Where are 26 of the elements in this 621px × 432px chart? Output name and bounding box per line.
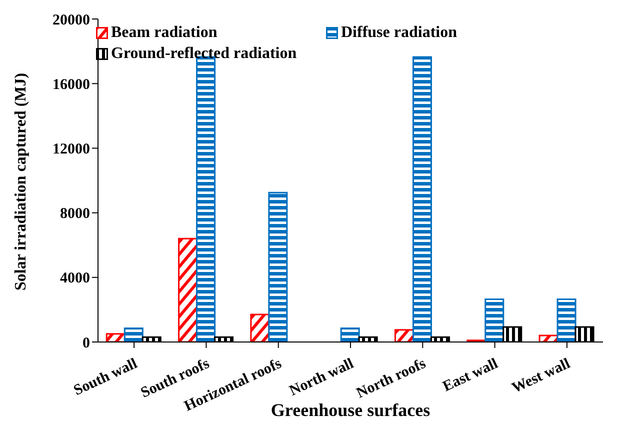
x-tick-label: North wall [287,356,356,400]
y-tick-label: 8000 [60,206,90,222]
bar [178,238,198,342]
legend-label: Beam radiation [111,23,218,43]
y-tick-label: 12000 [52,142,90,158]
x-tick-label: North roofs [354,356,429,402]
x-tick-label: East wall [440,356,501,396]
y-tick-label: 20000 [52,12,90,28]
bar [394,329,414,342]
bar [412,56,432,342]
x-tick-label: West wall [510,356,573,397]
bar [340,328,360,342]
bar [124,328,144,342]
y-tick-label: 0 [82,335,90,352]
bar [556,298,576,342]
legend-label: Diffuse radiation [341,23,457,43]
y-tick-label: 4000 [60,270,90,287]
y-axis-title: Solar irradiation captured (MJ) [12,72,30,290]
y-tick-label: 16000 [52,76,90,93]
bar [268,192,288,342]
x-tick-label: South wall [71,356,140,400]
legend-label: Ground-reflected radiation [111,44,297,64]
bar [106,333,126,342]
bar [484,298,504,342]
x-axis-title: Greenhouse surfaces [270,400,430,420]
bar [250,314,270,342]
